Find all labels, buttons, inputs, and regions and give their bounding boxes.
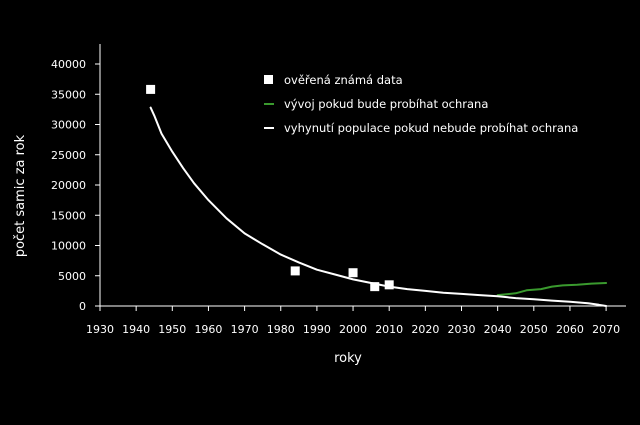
data-point <box>146 84 156 94</box>
series-lines <box>149 106 608 307</box>
y-tick-label: 35000 <box>51 88 86 101</box>
ticks: 0 5000 10000 15000 20000 25000 30000 35000 40000… <box>51 58 620 336</box>
y-tick-label: 15000 <box>51 209 86 222</box>
y-tick-label: 40000 <box>51 58 86 71</box>
protection-series-line <box>496 282 608 297</box>
x-tick-label: 1970 <box>231 323 259 336</box>
extinction-series-line <box>149 106 608 307</box>
y-tick-label: 0 <box>79 300 86 313</box>
x-tick-label: 2020 <box>411 323 439 336</box>
data-point <box>348 268 358 278</box>
y-tick-label: 30000 <box>51 119 86 132</box>
data-point <box>370 282 380 292</box>
axes <box>99 44 626 307</box>
x-tick-label: 2010 <box>375 323 403 336</box>
x-tick-label: 1940 <box>122 323 150 336</box>
y-tick-label: 10000 <box>51 240 86 253</box>
x-tick-label: 1980 <box>267 323 295 336</box>
data-point <box>384 280 394 290</box>
x-tick-label: 1950 <box>158 323 186 336</box>
data-point <box>290 266 300 276</box>
x-axis-label: roky <box>334 351 362 366</box>
legend-label: vývoj pokud bude probíhat ochrana <box>284 97 488 111</box>
x-tick-label: 1930 <box>86 323 114 336</box>
x-tick-label: 1990 <box>303 323 331 336</box>
x-tick-label: 2030 <box>448 323 476 336</box>
y-tick-label: 20000 <box>51 179 86 192</box>
series-points <box>146 84 394 292</box>
y-tick-label: 25000 <box>51 149 86 162</box>
x-tick-label: 2070 <box>592 323 620 336</box>
x-tick-label: 1960 <box>194 323 222 336</box>
legend-label: vyhynutí populace pokud nebude probíhat … <box>284 121 578 135</box>
y-tick-label: 5000 <box>58 270 86 283</box>
x-tick-label: 2040 <box>484 323 512 336</box>
legend-label: ověřená známá data <box>284 73 403 87</box>
x-tick-label: 2050 <box>520 323 548 336</box>
x-tick-label: 2060 <box>556 323 584 336</box>
legend: ověřená známá data vývoj pokud bude probí… <box>264 73 578 135</box>
legend-marker-square <box>264 75 273 84</box>
x-tick-label: 2000 <box>339 323 367 336</box>
y-axis-label: počet samic za rok <box>13 134 28 257</box>
